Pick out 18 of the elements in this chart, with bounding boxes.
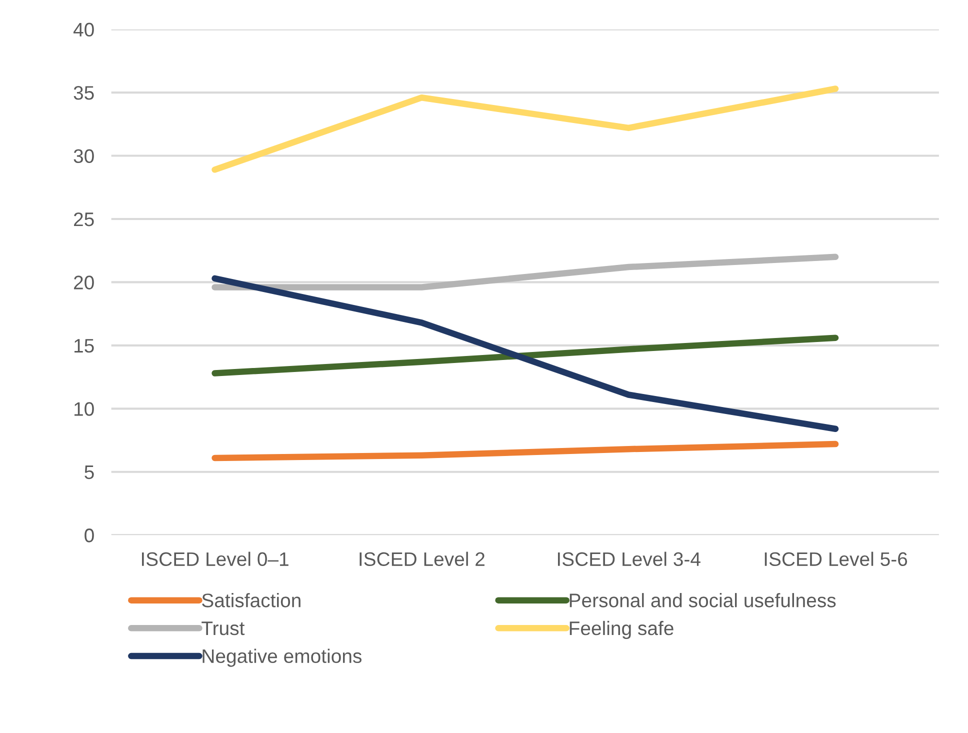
legend-label: Feeling safe (570, 620, 674, 640)
x-tick-label: ISCED Level 0–1 (142, 552, 288, 566)
legend-label: Trust (202, 622, 245, 636)
y-tick-label: 35 (74, 86, 94, 100)
y-tick-label: 40 (73, 22, 94, 37)
y-tick-label: 0 (84, 528, 94, 542)
legend-label: Personal and social usefulness (570, 593, 836, 608)
legend-label: Satisfaction (202, 593, 300, 608)
x-tick-label: ISCED Level 2 (360, 552, 484, 566)
y-tick-label: 5 (84, 466, 94, 480)
x-tick-label: ISCED Level 5-6 (764, 552, 908, 566)
y-tick-label: 30 (74, 149, 94, 163)
y-tick-label: 20 (74, 276, 94, 290)
y-tick-label: 15 (74, 339, 94, 353)
legend-label: Negative emotions (202, 648, 362, 667)
x-tick-label: ISCED Level 3-4 (558, 552, 700, 566)
y-tick-label: 10 (74, 402, 94, 416)
y-tick-label: 25 (74, 212, 94, 226)
